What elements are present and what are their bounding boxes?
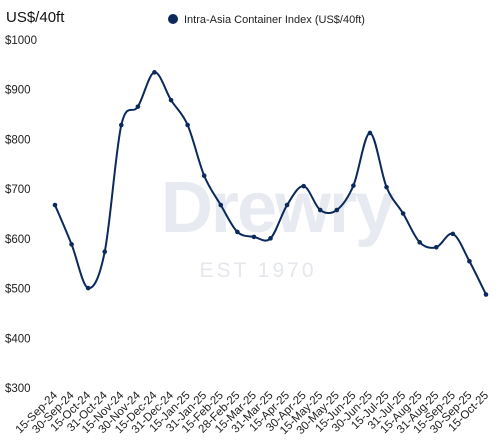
data-point: [52, 202, 58, 208]
data-point: [400, 211, 406, 216]
legend-marker: [168, 14, 178, 24]
data-point: [85, 285, 91, 291]
watermark-brand: Drewry: [161, 168, 395, 248]
data-point: [334, 207, 340, 213]
data-point: [384, 184, 389, 190]
y-tick-label: $800: [5, 134, 31, 146]
legend: Intra-Asia Container Index (US$/40ft): [168, 14, 365, 26]
data-point: [351, 183, 356, 188]
data-point: [467, 258, 472, 264]
x-axis-ticks: 15-Sep-2430-Sep-2415-Oct-2431-Oct-2415-N…: [14, 389, 491, 437]
data-point: [284, 202, 290, 208]
data-point: [251, 234, 257, 240]
y-tick-label: $600: [5, 234, 31, 246]
data-point: [483, 292, 489, 297]
y-tick-label: $700: [5, 184, 31, 196]
legend-label: Intra-Asia Container Index (US$/40ft): [184, 14, 365, 26]
data-point: [433, 245, 439, 250]
data-point: [168, 97, 174, 103]
data-point: [152, 70, 157, 75]
data-point: [417, 240, 422, 245]
y-axis-unit-label: US$/40ft: [6, 9, 65, 26]
y-tick-label: $300: [5, 383, 31, 395]
data-point: [268, 236, 273, 241]
data-point: [235, 229, 240, 235]
data-point: [69, 242, 74, 247]
y-tick-label: $900: [5, 85, 31, 97]
data-point: [317, 207, 323, 213]
y-tick-label: $400: [5, 333, 31, 345]
watermark-tagline: EST 1970: [199, 259, 316, 282]
y-axis-ticks: $1000 $900 $800 $700 $600 $500 $400 $300: [5, 35, 37, 395]
data-point: [301, 183, 306, 189]
data-point: [185, 122, 190, 128]
data-point: [135, 104, 141, 109]
data-point: [102, 249, 108, 255]
series-points: [52, 70, 489, 297]
data-point: [367, 130, 373, 136]
data-point: [119, 122, 124, 128]
y-tick-label: $1000: [5, 35, 37, 47]
y-tick-label: $500: [5, 284, 31, 296]
data-point: [450, 231, 456, 237]
data-point: [218, 202, 224, 208]
watermark: Drewry EST 1970: [161, 168, 397, 282]
data-point: [201, 173, 207, 179]
